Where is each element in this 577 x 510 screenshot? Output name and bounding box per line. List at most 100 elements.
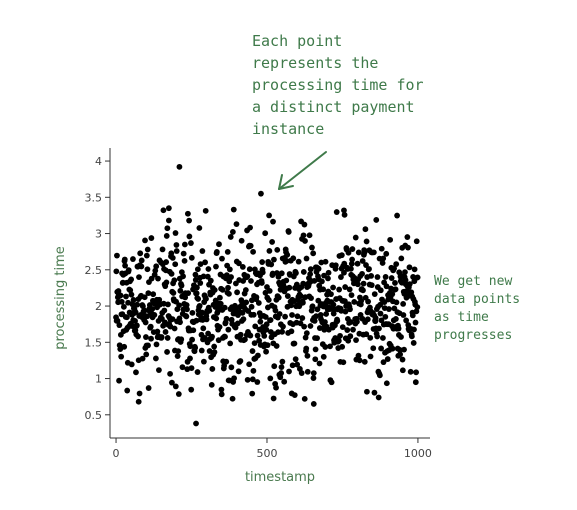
data-point [346, 286, 353, 293]
data-point [156, 367, 162, 374]
data-point [179, 364, 186, 371]
data-point [173, 248, 180, 254]
data-point [300, 232, 307, 239]
data-point [406, 281, 413, 287]
data-point [280, 323, 286, 330]
data-point [332, 262, 339, 269]
data-point [309, 303, 316, 310]
data-point [348, 292, 355, 299]
y-tick-label: 3.5 [85, 191, 103, 204]
annotation-top-line: a distinct payment [252, 98, 415, 116]
data-point [194, 284, 200, 291]
data-point [145, 342, 151, 349]
data-point [285, 229, 292, 235]
data-point [143, 252, 150, 259]
data-point [234, 320, 241, 327]
data-point [270, 218, 276, 225]
data-point [311, 277, 318, 284]
data-point [128, 276, 135, 283]
data-point [316, 360, 323, 367]
data-point [221, 304, 228, 311]
data-point [151, 312, 158, 318]
data-point [219, 286, 226, 293]
data-point [163, 259, 170, 265]
data-point [169, 255, 176, 261]
data-point [160, 207, 167, 214]
data-point [247, 332, 254, 339]
data-point [165, 301, 171, 308]
data-point [124, 387, 131, 394]
data-point [180, 250, 187, 257]
data-point [145, 385, 152, 391]
annotation-arrow [278, 151, 327, 190]
data-point [361, 358, 368, 365]
data-point [234, 289, 240, 296]
data-point [387, 236, 394, 243]
data-point [226, 290, 232, 297]
data-point [345, 337, 352, 344]
data-point [201, 334, 208, 341]
data-point [183, 313, 190, 320]
data-point [163, 233, 170, 239]
data-point [215, 337, 222, 344]
data-point [328, 291, 334, 298]
data-point [188, 254, 195, 261]
data-point [121, 343, 128, 350]
data-point [187, 343, 194, 350]
data-point [196, 225, 203, 231]
data-point [171, 325, 178, 332]
annotation-top-line: represents the [252, 54, 378, 72]
data-point [184, 210, 191, 217]
data-point [197, 280, 204, 286]
data-point [168, 270, 175, 277]
data-point [414, 274, 421, 281]
data-point [356, 357, 363, 364]
data-point [389, 291, 396, 298]
data-point [276, 311, 283, 317]
data-point [246, 266, 253, 273]
data-point [399, 356, 406, 363]
x-tick-label: 500 [256, 447, 277, 460]
data-point [175, 391, 182, 397]
data-point [354, 318, 360, 325]
annotation-right: We get new data points as time progresses [434, 274, 520, 343]
data-point [183, 302, 190, 308]
data-point [288, 328, 295, 335]
data-point [164, 335, 171, 341]
data-point [128, 361, 135, 368]
data-point [255, 300, 262, 306]
data-point [373, 217, 380, 223]
data-point [320, 353, 327, 360]
data-point [259, 269, 266, 276]
y-tick-label: 3 [95, 228, 102, 241]
data-point [336, 286, 343, 293]
data-point [278, 370, 285, 376]
data-point [213, 263, 219, 270]
annotation-top-line: instance [252, 120, 324, 138]
data-point [209, 366, 216, 372]
data-point [270, 395, 277, 402]
data-point [386, 306, 392, 312]
data-point [186, 217, 192, 224]
data-point [269, 239, 276, 245]
data-point [354, 281, 361, 288]
data-point [236, 260, 242, 267]
data-point [392, 286, 399, 293]
data-point [218, 391, 225, 398]
data-point [266, 247, 273, 254]
data-point [175, 348, 182, 355]
data-point [302, 238, 308, 244]
data-point [310, 375, 317, 381]
data-point [388, 275, 395, 281]
data-point [231, 375, 237, 382]
data-point [224, 248, 231, 255]
data-point [172, 261, 179, 268]
data-point [275, 294, 282, 301]
data-point [138, 257, 145, 264]
data-point [383, 283, 390, 290]
data-point-outlier [258, 190, 264, 197]
data-point [317, 312, 324, 318]
data-point [359, 270, 365, 277]
data-point [229, 395, 236, 402]
data-point [135, 333, 141, 340]
